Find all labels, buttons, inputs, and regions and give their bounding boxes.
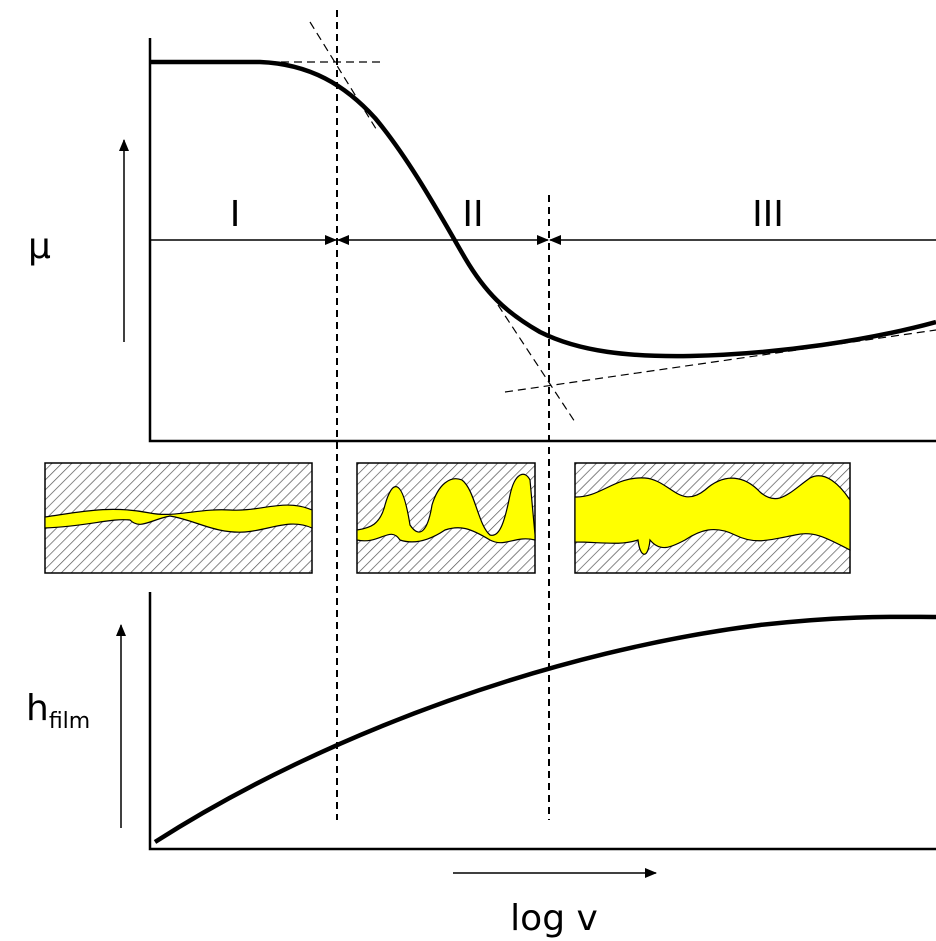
hfilm-label: hfilm bbox=[26, 688, 90, 734]
mu-label: μ bbox=[28, 226, 51, 267]
friction-curve bbox=[150, 62, 936, 356]
regime-label: II bbox=[462, 194, 483, 235]
film-axes bbox=[150, 592, 936, 849]
regime-label: I bbox=[230, 194, 241, 235]
hfilm-main: h bbox=[26, 688, 49, 729]
hydrodynamic-sketch bbox=[575, 463, 850, 573]
boundary-sketch bbox=[45, 463, 312, 573]
stribeck-diagram: μ I II III hfilm log v bbox=[0, 0, 936, 941]
tangent bbox=[505, 330, 936, 392]
film-curve bbox=[155, 617, 936, 842]
x-label: log v bbox=[510, 898, 598, 939]
mixed-sketch bbox=[357, 463, 535, 573]
hfilm-sub: film bbox=[49, 709, 90, 734]
regime-label: III bbox=[752, 194, 784, 235]
tangent bbox=[498, 305, 575, 422]
